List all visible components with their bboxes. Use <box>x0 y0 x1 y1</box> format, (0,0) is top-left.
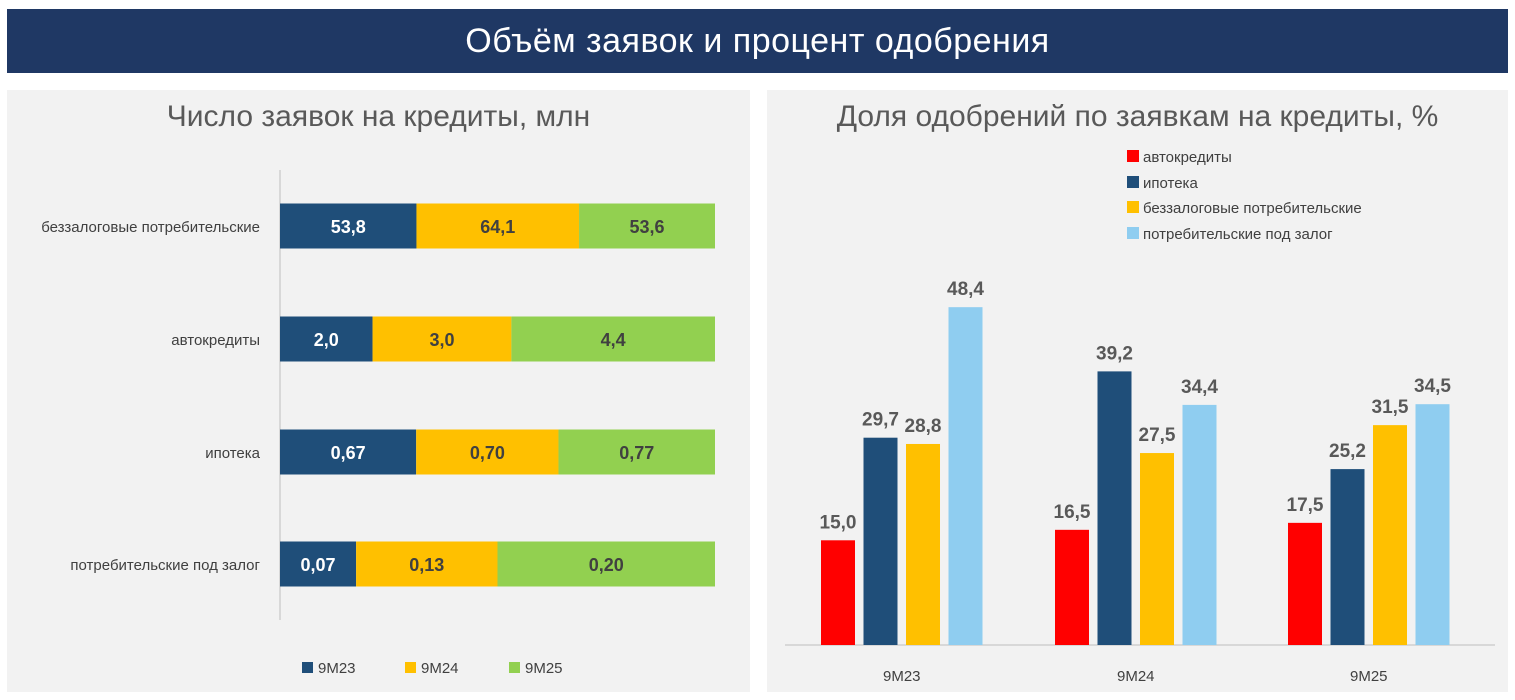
legend-label: автокредиты <box>1143 149 1232 166</box>
legend-swatch-9M25 <box>509 662 520 673</box>
legend-label: 9M25 <box>525 660 563 677</box>
bar-segment-9M25 <box>558 429 715 475</box>
x-tick-label: 9M24 <box>1117 668 1155 685</box>
data-label: 0,70 <box>470 443 505 463</box>
data-label: 53,6 <box>629 217 664 237</box>
page-title: Объём заявок и процент одобрения <box>465 21 1050 60</box>
data-label: 0,77 <box>619 443 654 463</box>
bar-9M23-1 <box>863 437 898 645</box>
bar-9M24-3 <box>1182 404 1217 645</box>
legend-swatch <box>1127 227 1139 239</box>
legend-label: ипотека <box>1143 175 1198 192</box>
data-label: 29,7 <box>862 410 899 431</box>
bar-9M23-0 <box>821 540 855 645</box>
legend-label: 9M23 <box>318 660 356 677</box>
bar-9M25-1 <box>1330 469 1365 645</box>
approval-chart-title: Доля одобрений по заявкам на кредиты, % <box>836 100 1439 133</box>
bar-segment-9M24 <box>372 316 512 362</box>
data-label: 34,5 <box>1414 376 1451 397</box>
data-label: 0,13 <box>409 555 444 575</box>
category-label: потребительские под залог <box>70 557 260 574</box>
data-label: 0,07 <box>301 555 336 575</box>
data-label: 27,5 <box>1139 425 1176 446</box>
data-label: 31,5 <box>1372 397 1409 418</box>
bar-9M24-2 <box>1140 453 1174 645</box>
legend-label: потребительские под залог <box>1143 226 1333 243</box>
legend-swatch <box>1127 150 1139 162</box>
bar-9M24-1 <box>1097 371 1132 645</box>
data-label: 28,8 <box>905 416 942 437</box>
bar-9M24-0 <box>1055 529 1089 645</box>
bar-9M25-3 <box>1415 404 1450 645</box>
data-label: 0,67 <box>331 443 366 463</box>
bar-segment-9M23 <box>280 541 357 587</box>
category-label: ипотека <box>205 445 260 462</box>
bar-segment-9M25 <box>497 541 715 587</box>
data-label: 15,0 <box>820 512 857 533</box>
data-label: 25,2 <box>1329 441 1366 462</box>
data-label: 48,4 <box>947 279 984 300</box>
page-header: Объём заявок и процент одобрения <box>7 9 1508 73</box>
data-label: 16,5 <box>1054 502 1091 523</box>
applications-chart-panel: Число заявок на кредиты, млн беззалоговы… <box>7 90 750 692</box>
data-label: 34,4 <box>1181 377 1218 398</box>
legend-swatch <box>1127 176 1139 188</box>
bar-segment-9M23 <box>280 429 417 475</box>
legend-swatch <box>1127 201 1139 213</box>
data-label: 0,20 <box>589 555 624 575</box>
bar-9M25-2 <box>1373 425 1407 645</box>
data-label: 53,8 <box>331 217 366 237</box>
legend-swatch-9M24 <box>405 662 416 673</box>
data-label: 2,0 <box>314 330 339 350</box>
legend-label: беззалоговые потребительские <box>1143 200 1362 217</box>
bar-9M25-0 <box>1288 522 1322 645</box>
category-label: беззалоговые потребительские <box>41 219 260 236</box>
category-label: автокредиты <box>171 332 260 349</box>
bar-segment-9M24 <box>356 541 498 587</box>
applications-chart: беззалоговые потребительские 53,8 64,1 53,6… <box>41 170 715 677</box>
bar-segment-9M25 <box>511 316 715 362</box>
approval-chart-panel: Доля одобрений по заявкам на кредиты, % … <box>767 90 1508 692</box>
data-label: 4,4 <box>601 330 626 350</box>
bar-segment-9M25 <box>579 203 715 249</box>
x-tick-label: 9M23 <box>883 668 921 685</box>
data-label: 64,1 <box>480 217 515 237</box>
applications-chart-title: Число заявок на кредиты, млн <box>166 100 591 133</box>
legend-label: 9M24 <box>421 660 459 677</box>
legend-swatch-9M23 <box>302 662 313 673</box>
bar-segment-9M23 <box>280 203 417 249</box>
bar-segment-9M23 <box>280 316 373 362</box>
approval-chart: 15,0 29,7 28,8 48,4 9M23 16,5 39,2 27,5 34,4 9M24… <box>785 149 1495 685</box>
x-tick-label: 9M25 <box>1350 668 1388 685</box>
bar-segment-9M24 <box>416 429 559 475</box>
data-label: 39,2 <box>1096 343 1133 364</box>
data-label: 17,5 <box>1287 495 1324 516</box>
data-label: 3,0 <box>429 330 454 350</box>
bar-9M23-3 <box>948 307 983 645</box>
bar-9M23-2 <box>906 443 940 645</box>
bar-segment-9M24 <box>416 203 580 249</box>
